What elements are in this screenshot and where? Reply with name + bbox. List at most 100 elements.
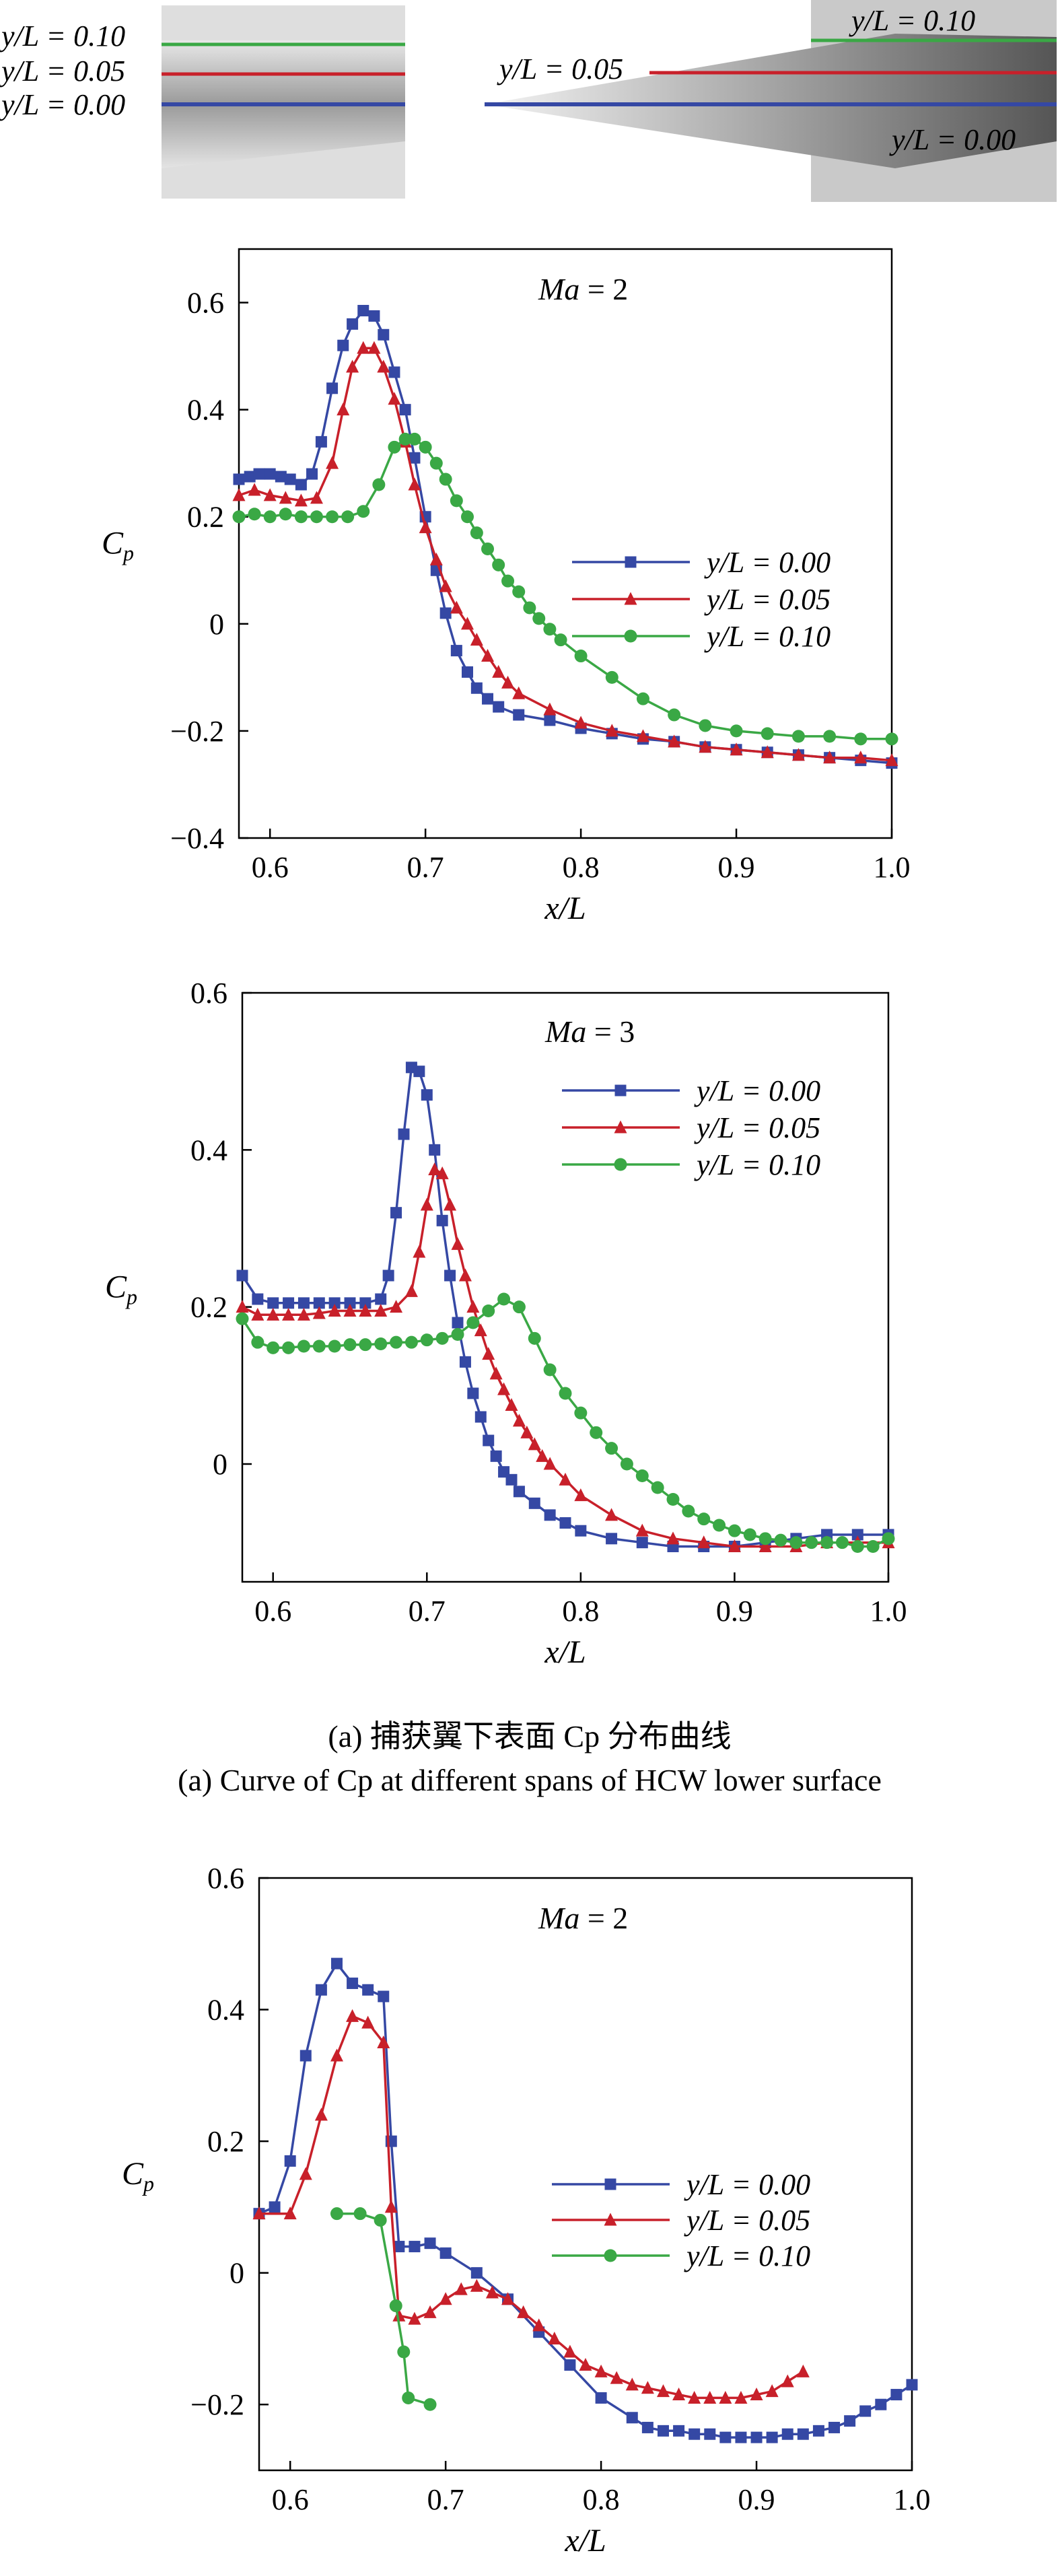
x-tick-label: 0.9 [718,851,755,884]
data-point [554,633,567,647]
data-point [466,1300,480,1313]
x-axis-label: x/L [544,1634,586,1670]
data-point [450,494,463,508]
y-tick-label: 0.4 [190,1134,227,1167]
data-point [267,1307,280,1321]
y-tick-label: −0.2 [170,715,224,748]
data-point [393,2241,405,2253]
data-point [765,2384,779,2398]
legend-marker [614,1120,627,1134]
data-point [492,558,505,571]
data-point [657,2425,669,2437]
data-point [854,751,868,764]
data-point [501,574,515,588]
data-point [497,1292,511,1306]
data-point [605,724,619,737]
data-point [854,732,868,746]
data-point [575,1525,587,1537]
data-point [595,2392,607,2404]
data-point [409,452,421,464]
x-tick-label: 1.0 [870,1595,907,1628]
plot-frame [258,1877,913,2472]
data-point [267,1297,279,1309]
data-point [284,473,296,485]
data-point [882,1532,895,1545]
x-tick-label: 0.6 [252,851,289,884]
data-point [378,328,390,341]
data-point [574,1406,588,1420]
data-point [436,1214,448,1226]
data-point [523,601,536,615]
data-point [452,1317,464,1329]
y-tick-label: 0 [229,2257,244,2290]
data-point [536,1449,549,1462]
data-point [275,471,287,483]
schematic-right-label-000: y/L = 0.00 [889,123,1016,156]
data-point [297,1307,310,1321]
data-point [796,2364,810,2377]
y-tick-label: 0.2 [207,2125,244,2158]
data-point [337,339,349,351]
data-point [641,2421,653,2433]
data-point [343,1304,357,1317]
data-point [315,436,327,448]
data-point [341,510,355,524]
data-point [439,579,452,592]
data-point [377,2035,390,2048]
data-point [626,2412,638,2424]
data-point [704,2428,716,2440]
data-point [719,2390,732,2404]
data-point [451,1328,464,1341]
schematic-left-label-005: y/L = 0.05 [0,55,125,88]
data-point [668,708,681,722]
y-tick-label: 0 [209,608,224,641]
data-point [429,1144,441,1156]
data-point [574,1488,588,1502]
data-point [435,1166,449,1179]
series-line [241,1297,889,1548]
series-yl005 [236,1162,895,1552]
data-point [297,1339,310,1353]
data-point [544,1509,556,1521]
data-point [520,1425,534,1438]
data-point [359,1338,372,1352]
data-point [297,1297,310,1309]
data-point [357,341,370,354]
data-point [574,716,588,729]
data-point [390,1300,403,1313]
data-point [666,1493,680,1506]
data-point [435,1331,449,1345]
data-point [766,2431,778,2443]
data-point [461,510,474,524]
data-point [404,1335,418,1349]
data-point [866,1540,880,1553]
data-point [528,1437,541,1451]
y-tick-label: −0.4 [170,822,224,855]
data-point [392,2308,406,2322]
plot-frame [238,248,893,839]
data-point [337,403,350,416]
data-point [419,440,432,454]
y-tick-label: 0.4 [187,394,224,427]
data-point [781,2374,794,2388]
data-point [326,510,339,524]
data-point [382,1269,394,1282]
data-point [797,2428,809,2440]
y-tick-label: 0.6 [207,1862,244,1895]
data-point [543,623,557,636]
mach-annotation: Ma = 2 [538,272,628,306]
data-point [347,318,359,330]
data-point [359,1304,372,1317]
data-point [328,1297,341,1309]
data-point [251,1307,264,1321]
legend-marker [604,2213,617,2226]
data-point [294,510,308,524]
legend-marker [624,592,637,605]
data-point [233,473,245,485]
data-point [605,670,619,684]
data-point [328,1339,341,1353]
data-point [513,1486,525,1498]
x-tick-label: 0.7 [409,1595,446,1628]
data-point [357,304,369,316]
